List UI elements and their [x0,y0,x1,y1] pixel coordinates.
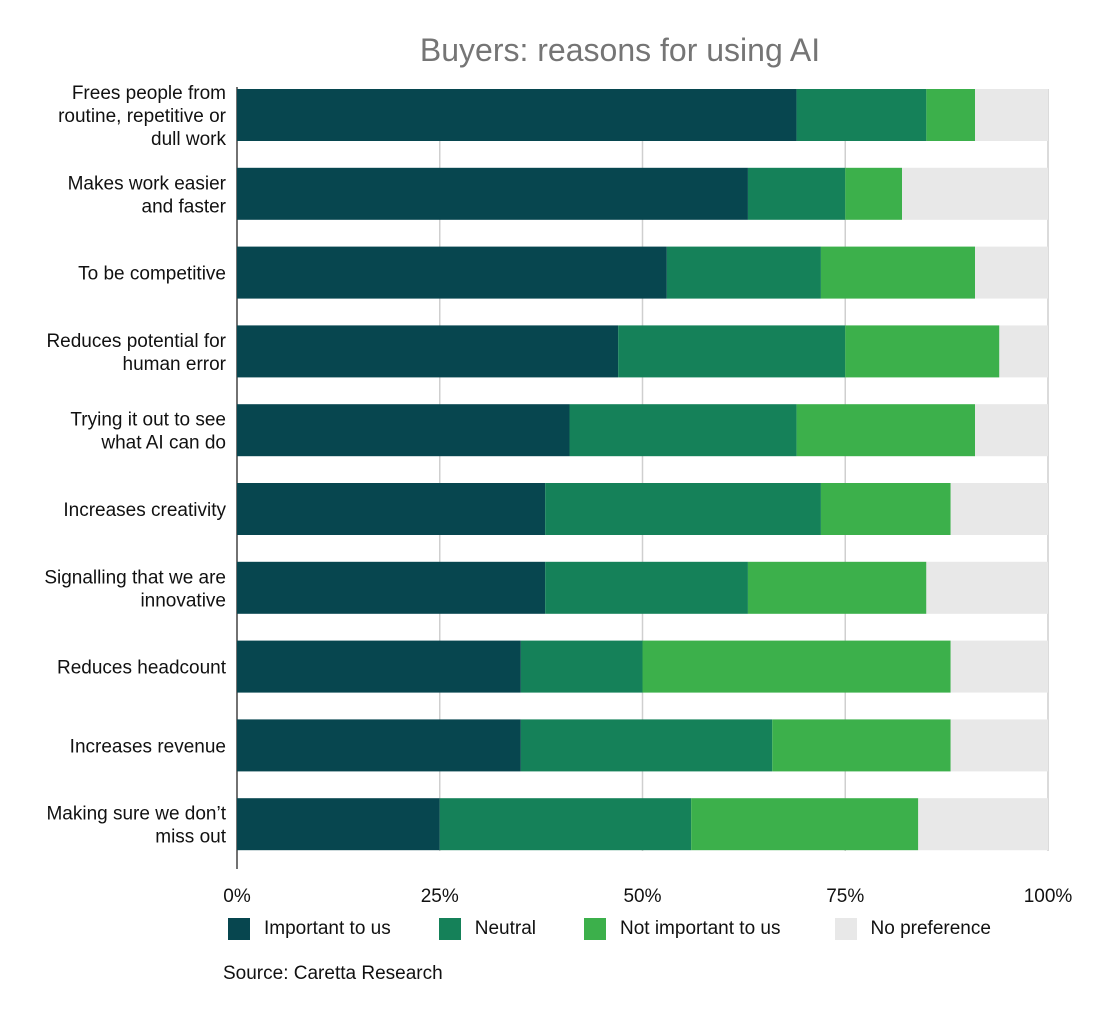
bar-segment [926,89,976,141]
category-label: To be competitive [78,264,226,285]
legend-label-not-important: Not important to us [619,918,781,939]
bar-segment [950,719,1048,772]
bar-segment [950,640,1048,693]
bar-segment [520,719,773,772]
bars [237,89,1048,851]
bar-segment [747,561,927,614]
bar-segment [845,325,1000,378]
bar-segment [975,89,1048,141]
legend-label-no-preference: No preference [870,918,991,939]
bar-segment [569,404,797,457]
legend-item-not-important: Not important to us [583,918,781,940]
bar-segment [237,561,546,614]
category-label: dull work [151,129,226,150]
bar-segment [820,246,976,299]
legend-item-important: Important to us [228,918,391,940]
bar-segment [796,404,976,457]
category-label: Reduces headcount [57,658,227,679]
bar-segment [545,561,748,614]
category-label: routine, repetitive or [58,106,227,127]
bar-segment [545,483,821,535]
bar-segment [845,167,903,220]
legend-swatch-important [228,918,250,940]
legend-item-neutral: Neutral [438,918,536,940]
x-tick-label: 75% [826,886,864,907]
legend-label-important: Important to us [264,918,391,939]
x-tick-label: 0% [223,886,251,907]
bar-segment [747,167,846,220]
bar-segment [666,246,821,299]
bar-segment [999,325,1048,378]
category-label: Trying it out to see [70,410,226,431]
bar-segment [642,640,951,693]
category-label: what AI can do [100,433,226,454]
bar-segment [975,404,1048,457]
legend-label-neutral: Neutral [474,918,536,939]
category-label: and faster [142,196,227,217]
category-label: Signalling that we are [44,567,226,588]
category-label: miss out [155,827,226,848]
bar-segment [237,246,667,299]
x-tick-label: 50% [623,886,661,907]
bar-segment [237,89,797,141]
category-label: Increases creativity [63,500,226,521]
legend: Important to us Neutral Not important to… [228,918,1088,940]
bar-segment [902,167,1048,220]
bar-segment [237,325,619,378]
bar-segment [237,404,570,457]
bar-segment [950,483,1048,535]
category-label: Frees people from [72,83,226,104]
category-label: Making sure we don’t [46,804,226,825]
source-note: Source: Caretta Research [223,963,443,984]
category-label: Makes work easier [68,173,227,194]
legend-item-no-preference: No preference [834,918,991,940]
category-label: Increases revenue [70,736,226,757]
legend-swatch-not-important [583,918,606,940]
bar-segment [926,561,1048,614]
category-label: Reduces potential for [46,331,226,352]
bar-segment [618,325,846,378]
bar-segment [237,640,521,693]
bar-segment [439,798,692,851]
bar-segment [237,798,440,851]
x-axis-ticks: 0% 25% 50% 75% 100% [223,886,1072,907]
bar-segment [918,798,1048,851]
bar-segment [796,89,927,141]
category-label: innovative [140,590,226,611]
bar-segment [975,246,1048,299]
x-tick-label: 25% [421,886,459,907]
bar-segment [691,798,919,851]
legend-swatch-neutral [438,918,461,940]
bar-segment [820,483,951,535]
x-tick-label: 100% [1024,886,1073,907]
bar-segment [237,167,748,220]
bar-segment [237,483,546,535]
chart-title: Buyers: reasons for using AI [420,32,820,68]
bar-segment [772,719,951,772]
bar-segment [520,640,643,693]
bar-segment [237,719,521,772]
legend-swatch-no-preference [834,918,857,940]
category-label: human error [123,354,227,375]
